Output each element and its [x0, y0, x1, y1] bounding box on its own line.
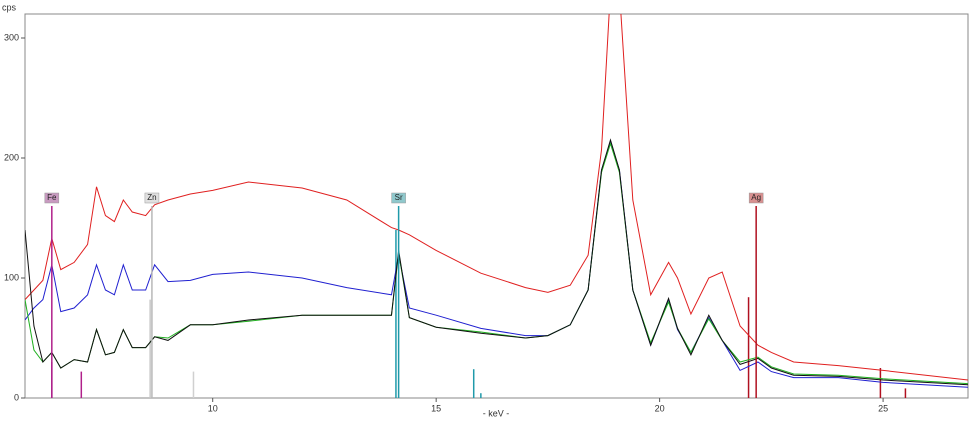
- element-label-box: [748, 192, 764, 204]
- element-label-box: [144, 192, 160, 204]
- element-label: Fe: [47, 193, 57, 202]
- x-tick-label: 10: [208, 403, 218, 413]
- spectrum-line: [25, 138, 968, 386]
- spectrum-line: [25, 14, 968, 381]
- y-axis-label: cps: [2, 2, 17, 12]
- y-tick-label: 100: [4, 272, 19, 282]
- element-label: Ag: [751, 193, 761, 202]
- spectrum-line: [25, 140, 968, 388]
- x-tick-label: 15: [431, 403, 441, 413]
- y-tick-label: 300: [4, 32, 19, 42]
- y-tick-label: 200: [4, 152, 19, 162]
- element-label-box: [44, 192, 60, 204]
- spectrum-line: [25, 141, 968, 385]
- plot-area: [25, 14, 968, 398]
- element-label-box: [391, 192, 406, 204]
- element-label: Sr: [395, 193, 403, 202]
- element-label: Zn: [147, 193, 156, 202]
- x-axis-label: - keV -: [483, 408, 510, 418]
- plot-frame: [24, 13, 969, 399]
- x-tick-label: 25: [878, 403, 888, 413]
- y-tick-label: 0: [14, 392, 19, 402]
- x-tick-label: 20: [655, 403, 665, 413]
